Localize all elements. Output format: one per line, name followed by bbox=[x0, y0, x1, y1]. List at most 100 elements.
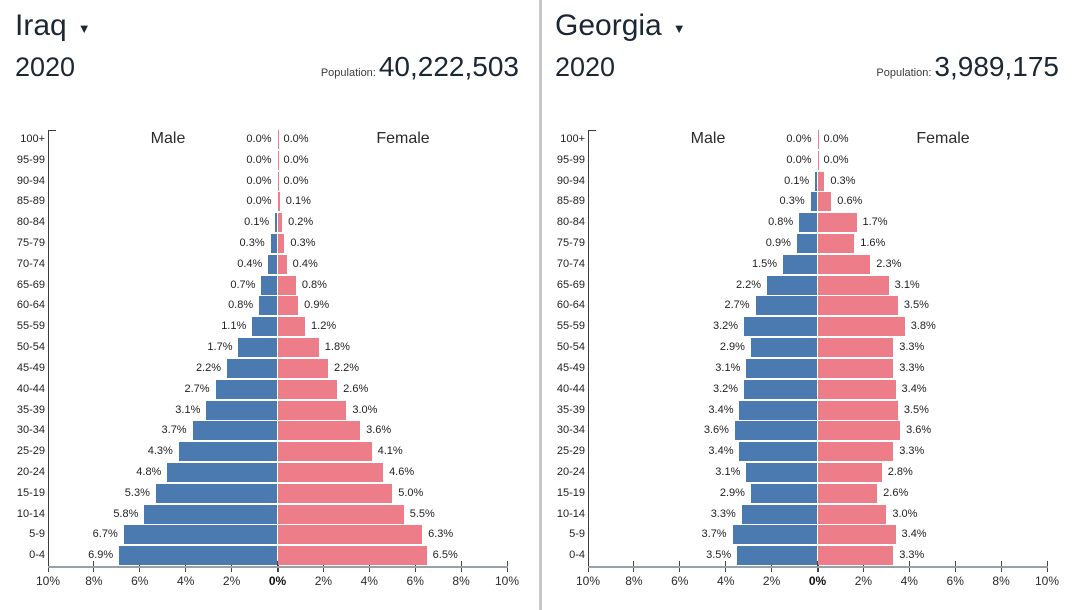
country-name: Iraq bbox=[15, 9, 67, 42]
female-percent-label: 2.3% bbox=[876, 257, 902, 270]
x-tick-label: 0% bbox=[268, 574, 287, 588]
x-tick-label: 0% bbox=[808, 574, 827, 588]
female-bar bbox=[817, 171, 825, 191]
male-bar bbox=[750, 483, 818, 503]
male-bar bbox=[755, 296, 818, 316]
male-series-label: Male bbox=[690, 130, 726, 147]
male-percent-label: 0.8% bbox=[228, 299, 254, 312]
male-bar bbox=[238, 338, 278, 358]
male-percent-label: 3.7% bbox=[701, 528, 727, 541]
male-percent-label: 3.2% bbox=[712, 382, 739, 395]
male-bar bbox=[750, 338, 818, 358]
age-group-label: 25-29 bbox=[16, 445, 45, 458]
age-group-label: 90-94 bbox=[16, 174, 45, 187]
age-group-label: 15-19 bbox=[16, 486, 45, 499]
country-selector[interactable]: Georgia ▼ bbox=[555, 8, 686, 44]
x-tick-label: 8% bbox=[452, 574, 470, 588]
male-percent-label: 3.6% bbox=[703, 424, 729, 437]
age-group-label: 90-94 bbox=[556, 174, 585, 187]
female-bar bbox=[277, 483, 393, 503]
female-percent-label: 5.5% bbox=[409, 507, 435, 520]
x-tick-label: 8% bbox=[992, 574, 1010, 588]
age-group-label: 50-54 bbox=[16, 341, 45, 354]
male-bar bbox=[227, 358, 278, 378]
male-percent-label: 0.4% bbox=[237, 257, 263, 270]
female-percent-label: 2.6% bbox=[343, 382, 369, 395]
age-group-label: 35-39 bbox=[16, 403, 45, 416]
female-percent-label: 0.0% bbox=[823, 133, 849, 145]
female-percent-label: 2.2% bbox=[333, 361, 360, 374]
age-group-label: 95-99 bbox=[556, 153, 585, 166]
age-group-label: 40-44 bbox=[556, 382, 585, 395]
male-bar bbox=[270, 234, 278, 254]
female-bar bbox=[817, 525, 896, 545]
male-bar bbox=[744, 379, 818, 399]
male-percent-label: 3.5% bbox=[706, 549, 732, 562]
female-bar bbox=[277, 254, 287, 274]
male-bar bbox=[746, 462, 818, 482]
female-bar bbox=[277, 130, 279, 149]
female-bar bbox=[277, 192, 280, 212]
female-bar bbox=[817, 130, 819, 149]
age-group-label: 20-24 bbox=[16, 465, 45, 478]
population-label: Population: bbox=[876, 67, 932, 79]
age-group-label: 0-4 bbox=[569, 549, 585, 562]
age-group-label: 80-84 bbox=[16, 216, 45, 229]
female-bar bbox=[277, 171, 279, 191]
male-percent-label: 3.2% bbox=[712, 320, 739, 333]
male-bar bbox=[767, 275, 818, 295]
female-bar bbox=[277, 213, 283, 233]
age-group-label: 60-64 bbox=[16, 299, 45, 312]
x-tick-label: 4% bbox=[177, 574, 195, 588]
female-bar bbox=[817, 296, 898, 316]
male-percent-label: 2.9% bbox=[719, 486, 745, 499]
male-bar bbox=[739, 400, 818, 420]
female-percent-label: 3.3% bbox=[899, 341, 925, 354]
x-tick-label: 8% bbox=[85, 574, 103, 588]
country-selector[interactable]: Iraq ▼ bbox=[15, 8, 91, 44]
male-bar bbox=[268, 254, 278, 274]
year-label: 2020 bbox=[15, 52, 76, 82]
female-percent-label: 3.5% bbox=[903, 299, 929, 312]
x-tick-label: 10% bbox=[575, 574, 601, 588]
country-panel-iraq: Iraq ▼ 2020 Population: 40,222,503 Male … bbox=[0, 8, 540, 604]
female-percent-label: 0.3% bbox=[290, 237, 316, 250]
female-percent-label: 0.6% bbox=[837, 195, 863, 208]
female-series-label: Female bbox=[376, 130, 430, 147]
female-percent-label: 3.3% bbox=[899, 361, 925, 374]
male-percent-label: 0.0% bbox=[246, 133, 272, 145]
y-axis-top-tick bbox=[588, 130, 596, 131]
female-bar bbox=[817, 421, 901, 441]
male-percent-label: 0.0% bbox=[786, 133, 812, 145]
age-group-label: 30-34 bbox=[556, 424, 585, 437]
age-group-label: 65-69 bbox=[556, 278, 585, 291]
age-group-label: 85-89 bbox=[16, 195, 45, 208]
male-percent-label: 3.7% bbox=[161, 424, 187, 437]
x-tick-label: 6% bbox=[131, 574, 149, 588]
female-bar bbox=[277, 317, 306, 337]
male-percent-label: 0.8% bbox=[768, 216, 794, 229]
female-percent-label: 3.1% bbox=[894, 278, 920, 291]
x-tick-label: 8% bbox=[625, 574, 643, 588]
male-bar bbox=[252, 317, 278, 337]
female-percent-label: 0.4% bbox=[292, 257, 318, 270]
female-percent-label: 1.8% bbox=[324, 341, 350, 354]
male-percent-label: 0.7% bbox=[230, 278, 256, 291]
female-percent-label: 2.8% bbox=[887, 465, 913, 478]
male-percent-label: 3.1% bbox=[175, 403, 201, 416]
female-percent-label: 6.3% bbox=[428, 528, 454, 541]
x-tick-label: 2% bbox=[222, 574, 241, 588]
male-percent-label: 3.1% bbox=[715, 361, 741, 374]
age-group-label: 85-89 bbox=[556, 195, 585, 208]
x-axis bbox=[588, 566, 1048, 568]
male-percent-label: 6.9% bbox=[88, 549, 114, 562]
age-group-label: 30-34 bbox=[16, 424, 45, 437]
population-pyramid-chart: Male Female 10% 8% 6% 4% 2% 0% 2% 4% 6% 8% 10% 100+… bbox=[0, 129, 540, 604]
female-percent-label: 0.9% bbox=[304, 299, 330, 312]
male-percent-label: 2.7% bbox=[184, 382, 210, 395]
female-percent-label: 3.5% bbox=[903, 403, 929, 416]
male-percent-label: 2.9% bbox=[719, 341, 745, 354]
male-bar bbox=[259, 296, 278, 316]
male-percent-label: 2.7% bbox=[724, 299, 750, 312]
female-percent-label: 3.0% bbox=[352, 403, 378, 416]
